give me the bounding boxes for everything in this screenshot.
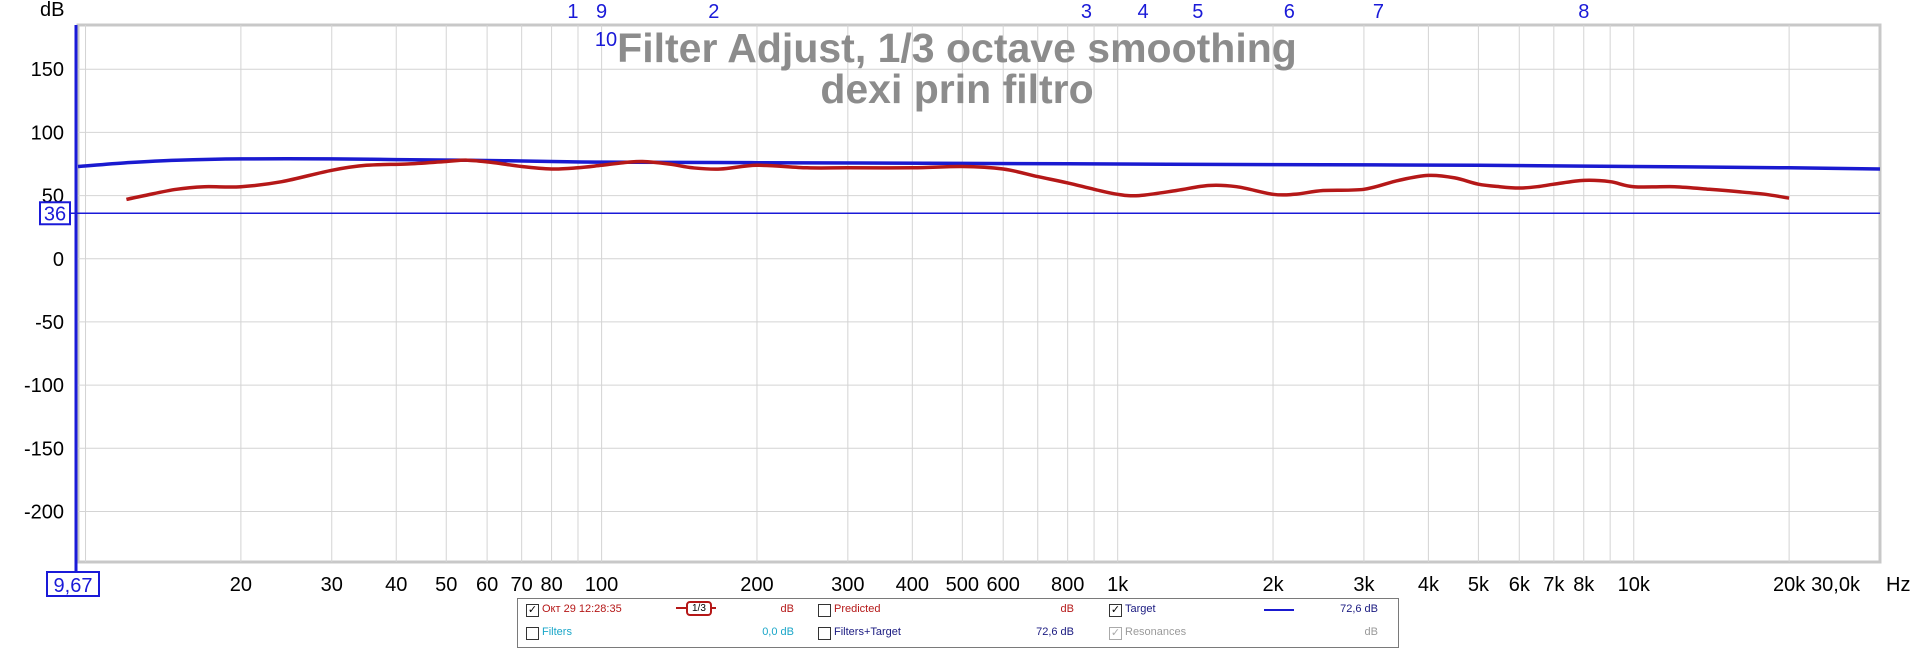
x-tick-label: 2k <box>1262 574 1284 596</box>
filters-target-checkbox[interactable] <box>818 627 831 640</box>
predicted-checkbox[interactable] <box>818 604 831 617</box>
plot-border <box>76 23 1882 564</box>
filter-marker[interactable]: 2 <box>708 1 719 23</box>
target-line-swatch <box>1264 609 1294 611</box>
filters-value: 0,0 dB <box>762 626 794 638</box>
x-tick-label: 40 <box>385 574 407 596</box>
target-checkbox[interactable]: ✓ <box>1109 604 1122 617</box>
x-tick-label: 500 <box>946 574 979 596</box>
x-start-box <box>46 571 100 597</box>
filter-marker[interactable]: 9 <box>596 1 607 23</box>
x-tick-label: 6k <box>1509 574 1531 596</box>
filter-marker[interactable]: 1 <box>567 1 578 23</box>
y-tick-label: -150 <box>24 438 64 460</box>
measurement-label: Окт 29 12:28:35 <box>542 603 622 615</box>
chart-title: Filter Adjust, 1/3 octave smoothing <box>617 25 1297 71</box>
x-tick-label: 70 <box>511 574 533 596</box>
x-tick-label: 20k <box>1773 574 1806 596</box>
x-tick-label: 8k <box>1573 574 1595 596</box>
y-tick-label: 150 <box>31 59 64 81</box>
x-tick-label: 80 <box>540 574 562 596</box>
resonances-value: dB <box>1364 626 1378 638</box>
target-value: 72,6 dB <box>1340 603 1378 615</box>
cursor-value-label: 36 <box>44 203 66 225</box>
filters-target-label: Filters+Target <box>834 626 901 638</box>
cursor-value-box <box>39 201 71 226</box>
resonances-label: Resonances <box>1125 626 1187 638</box>
filter-marker[interactable]: 8 <box>1578 1 1589 23</box>
filter-marker[interactable]: 7 <box>1373 1 1384 23</box>
y-tick-label: -100 <box>24 375 64 397</box>
x-tick-label: 7k <box>1543 574 1565 596</box>
filters-target-value: 72,6 dB <box>1036 626 1074 638</box>
x-tick-label: 1k <box>1107 574 1129 596</box>
x-tick-label: 3k <box>1353 574 1375 596</box>
x-tick-label: 60 <box>476 574 498 596</box>
x-tick-label: 4k <box>1418 574 1440 596</box>
x-tick-label: 400 <box>896 574 929 596</box>
measurement-curve <box>126 158 1790 202</box>
legend-panel: ✓ Окт 29 12:28:35 1/3 dB Predicted dB ✓ … <box>517 598 1399 648</box>
chart-subtitle: dexi prin filtro <box>820 66 1093 112</box>
smoothing-badge[interactable]: 1/3 <box>676 601 716 616</box>
y-axis-unit: dB <box>40 0 64 21</box>
smoothing-label: 1/3 <box>686 601 712 616</box>
filter-marker[interactable]: 5 <box>1192 1 1203 23</box>
x-tick-label: 800 <box>1051 574 1084 596</box>
x-end-label: 30,0k <box>1811 574 1861 596</box>
x-tick-label: 200 <box>740 574 773 596</box>
predicted-label: Predicted <box>834 603 881 615</box>
filters-label: Filters <box>542 626 572 638</box>
x-start-label: 9,67 <box>54 575 93 597</box>
x-tick-label: 600 <box>987 574 1020 596</box>
measurement-checkbox[interactable]: ✓ <box>526 604 539 617</box>
y-tick-label: -50 <box>35 312 64 334</box>
x-tick-label: 50 <box>435 574 457 596</box>
x-axis-unit: Hz <box>1886 574 1910 596</box>
x-tick-label: 100 <box>585 574 618 596</box>
filter-marker[interactable]: 4 <box>1138 1 1149 23</box>
x-tick-label: 20 <box>230 574 252 596</box>
filter-markers[interactable]: 1 9 10 2 3 4 5 6 7 8 <box>567 1 1589 51</box>
target-label: Target <box>1125 603 1156 615</box>
x-tick-label: 5k <box>1468 574 1490 596</box>
resonances-checkbox[interactable]: ✓ <box>1109 627 1122 640</box>
x-tick-label: 30 <box>321 574 343 596</box>
filter-marker[interactable]: 3 <box>1081 1 1092 23</box>
filters-checkbox[interactable] <box>526 627 539 640</box>
y-tick-label: 100 <box>31 122 64 144</box>
y-tick-label: -200 <box>24 501 64 523</box>
target-curve <box>77 157 1881 171</box>
filter-marker[interactable]: 10 <box>595 29 617 51</box>
series <box>77 157 1881 202</box>
x-tick-label: 300 <box>831 574 864 596</box>
x-tick-label: 10k <box>1618 574 1651 596</box>
grid <box>78 25 1880 562</box>
y-tick-label: 0 <box>53 249 64 271</box>
measurement-value: dB <box>780 603 794 615</box>
filter-marker[interactable]: 6 <box>1284 1 1295 23</box>
predicted-value: dB <box>1060 603 1074 615</box>
